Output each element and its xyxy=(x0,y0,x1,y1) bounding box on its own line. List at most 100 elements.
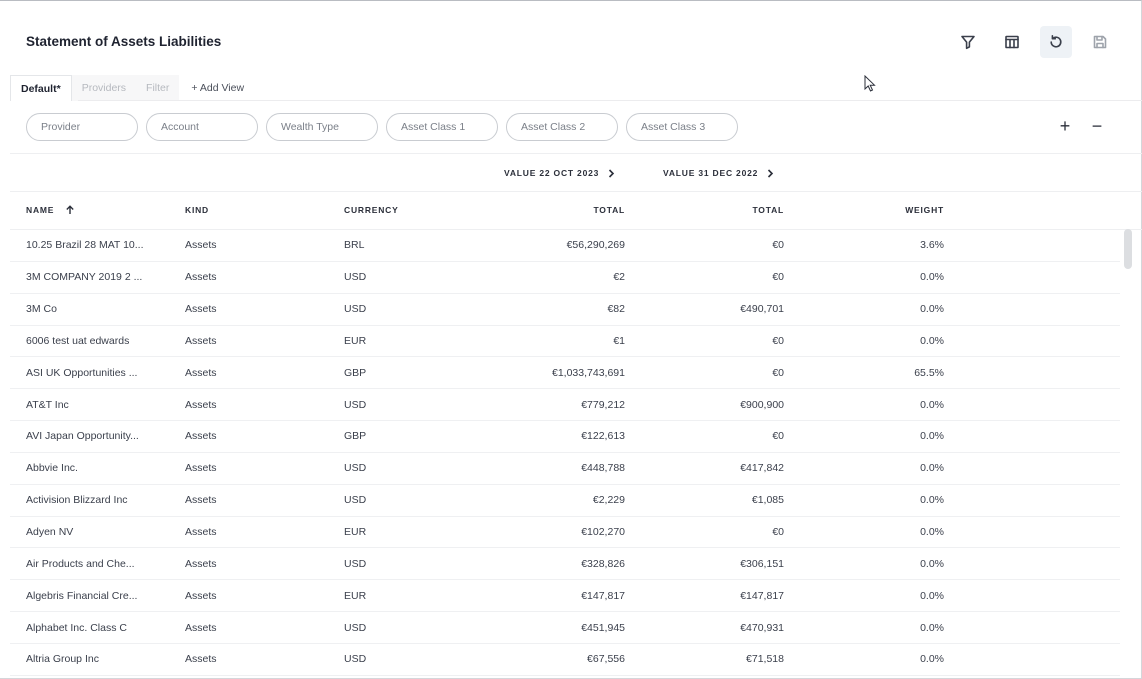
cell-kind: Assets xyxy=(185,334,217,347)
cell-currency: GBP xyxy=(344,430,367,443)
cell-name: Air Products and Che... xyxy=(26,557,135,570)
cell-name: 3M Co xyxy=(26,303,57,316)
cell-weight: 0.0% xyxy=(920,334,944,347)
cell-currency: EUR xyxy=(344,334,367,347)
cell-kind: Assets xyxy=(185,494,217,507)
cell-total-current: €328,826 xyxy=(581,557,625,570)
collapse-all-button[interactable]: − xyxy=(1091,116,1103,136)
filter-button[interactable] xyxy=(952,26,984,58)
table-row[interactable]: 10.25 Brazil 28 MAT 10... Assets BRL €56,29… xyxy=(10,230,1120,262)
page-title: Statement of Assets Liabilities xyxy=(26,34,222,49)
save-button[interactable] xyxy=(1084,26,1116,58)
cell-weight: 0.0% xyxy=(920,621,944,634)
divider xyxy=(10,191,1142,192)
cell-kind: Assets xyxy=(185,430,217,443)
cell-total-prior: €0 xyxy=(772,334,784,347)
cell-name: Adyen NV xyxy=(26,526,74,539)
table-row[interactable]: Adyen NV Assets EUR €102,270 €0 0.0% xyxy=(10,517,1120,549)
cell-weight: 0.0% xyxy=(920,589,944,602)
table-row[interactable]: Alphabet Inc. Class C Assets USD €451,945 €4… xyxy=(10,612,1120,644)
chevron-right-icon xyxy=(609,168,615,178)
table-row[interactable]: Air Products and Che... Assets USD €328,826… xyxy=(10,548,1120,581)
cell-weight: 0.0% xyxy=(920,303,944,316)
sort-ascending-icon xyxy=(65,205,75,215)
filter-pills: Provider Account Wealth Type Asset Class… xyxy=(26,113,738,141)
cell-total-current: €122,613 xyxy=(581,430,625,443)
cell-weight: 0.0% xyxy=(920,271,944,284)
expand-collapse-controls: + − xyxy=(1056,116,1106,136)
cell-total-prior: €417,842 xyxy=(740,462,784,475)
table-row[interactable]: ASI UK Opportunities ... Assets GBP €1,033,… xyxy=(10,357,1120,390)
cell-currency: GBP xyxy=(344,366,367,379)
cell-kind: Assets xyxy=(185,557,217,570)
tab-default[interactable]: Default* xyxy=(10,75,72,101)
cell-total-current: €448,788 xyxy=(581,462,625,475)
cell-weight: 0.0% xyxy=(920,462,944,475)
column-header-total-prior[interactable]: TOTAL xyxy=(752,205,784,215)
cell-total-prior: €0 xyxy=(772,239,784,252)
cell-kind: Assets xyxy=(185,653,217,666)
cell-total-current: €82 xyxy=(607,303,625,316)
divider xyxy=(10,153,1142,154)
cell-kind: Assets xyxy=(185,366,217,379)
column-header-currency[interactable]: CURRENCY xyxy=(344,205,399,215)
group-header-value-current[interactable]: VALUE 22 OCT 2023 xyxy=(504,168,615,178)
filter-asset-class-1[interactable]: Asset Class 1 xyxy=(386,113,498,141)
filter-account[interactable]: Account xyxy=(146,113,258,141)
filter-asset-class-3[interactable]: Asset Class 3 xyxy=(626,113,738,141)
cell-kind: Assets xyxy=(185,239,217,252)
filter-wealth-type[interactable]: Wealth Type xyxy=(266,113,378,141)
cell-total-current: €779,212 xyxy=(581,398,625,411)
cell-total-prior: €1,085 xyxy=(751,494,784,507)
cell-name: 3M COMPANY 2019 2 ... xyxy=(26,271,143,284)
cell-kind: Assets xyxy=(185,271,217,284)
filter-asset-class-2[interactable]: Asset Class 2 xyxy=(506,113,618,141)
cell-currency: USD xyxy=(344,398,367,411)
table-row[interactable]: AT&T Inc Assets USD €779,212 €900,900 0.0% xyxy=(10,389,1120,422)
cell-name: AVI Japan Opportunity... xyxy=(26,430,139,443)
table-row[interactable]: Altria Group Inc Assets USD €67,556 €71,518 0… xyxy=(10,644,1120,676)
reset-button[interactable] xyxy=(1040,26,1072,58)
view-tabs: Default* Providers Filter + Add View xyxy=(10,75,255,101)
mouse-cursor-icon xyxy=(864,75,876,92)
cell-name: AT&T Inc xyxy=(26,398,69,411)
toolbar xyxy=(952,26,1116,58)
add-view-button[interactable]: + Add View xyxy=(179,75,255,101)
cell-weight: 0.0% xyxy=(920,557,944,570)
table-row[interactable]: AVI Japan Opportunity... Assets GBP €122,61… xyxy=(10,421,1120,453)
filter-provider[interactable]: Provider xyxy=(26,113,138,141)
table-row[interactable]: 3M Co Assets USD €82 €490,701 0.0% xyxy=(10,294,1120,326)
cell-name: Activision Blizzard Inc xyxy=(26,494,128,507)
group-header-value-prior[interactable]: VALUE 31 DEC 2022 xyxy=(663,168,774,178)
column-header-name[interactable]: NAME xyxy=(26,205,75,215)
column-header-weight[interactable]: WEIGHT xyxy=(905,205,944,215)
cell-currency: USD xyxy=(344,557,367,570)
tab-filter[interactable]: Filter xyxy=(136,75,180,101)
cell-total-current: €147,817 xyxy=(581,589,625,602)
cell-weight: 3.6% xyxy=(920,239,944,252)
table-row[interactable]: 6006 test uat edwards Assets EUR €1 €0 0.0% xyxy=(10,326,1120,358)
table-row[interactable]: Algebris Financial Cre... Assets EUR €147,8… xyxy=(10,580,1120,613)
cell-total-prior: €147,817 xyxy=(740,589,784,602)
cell-weight: 0.0% xyxy=(920,430,944,443)
columns-button[interactable] xyxy=(996,26,1028,58)
tab-providers[interactable]: Providers xyxy=(71,75,137,101)
column-header-total-current[interactable]: TOTAL xyxy=(593,205,625,215)
cell-currency: USD xyxy=(344,621,367,634)
cell-kind: Assets xyxy=(185,526,217,539)
expand-all-button[interactable]: + xyxy=(1059,116,1071,136)
column-header-kind[interactable]: KIND xyxy=(185,205,209,215)
table-row[interactable]: Abbvie Inc. Assets USD €448,788 €417,842 0.0% xyxy=(10,453,1120,485)
reset-icon xyxy=(1050,35,1062,48)
cell-weight: 0.0% xyxy=(920,398,944,411)
table-row[interactable]: Activision Blizzard Inc Assets USD €2,229 €1… xyxy=(10,485,1120,517)
cell-kind: Assets xyxy=(185,462,217,475)
cell-total-prior: €0 xyxy=(772,430,784,443)
table-row[interactable]: 3M COMPANY 2019 2 ... Assets USD €2 €0 0.0% xyxy=(10,262,1120,294)
cell-currency: USD xyxy=(344,653,367,666)
cell-currency: USD xyxy=(344,494,367,507)
cell-name: Altria Group Inc xyxy=(26,653,99,666)
group-header-label: VALUE 22 OCT 2023 xyxy=(504,168,600,178)
vertical-scrollbar[interactable] xyxy=(1124,229,1132,269)
cell-total-current: €2 xyxy=(613,271,625,284)
